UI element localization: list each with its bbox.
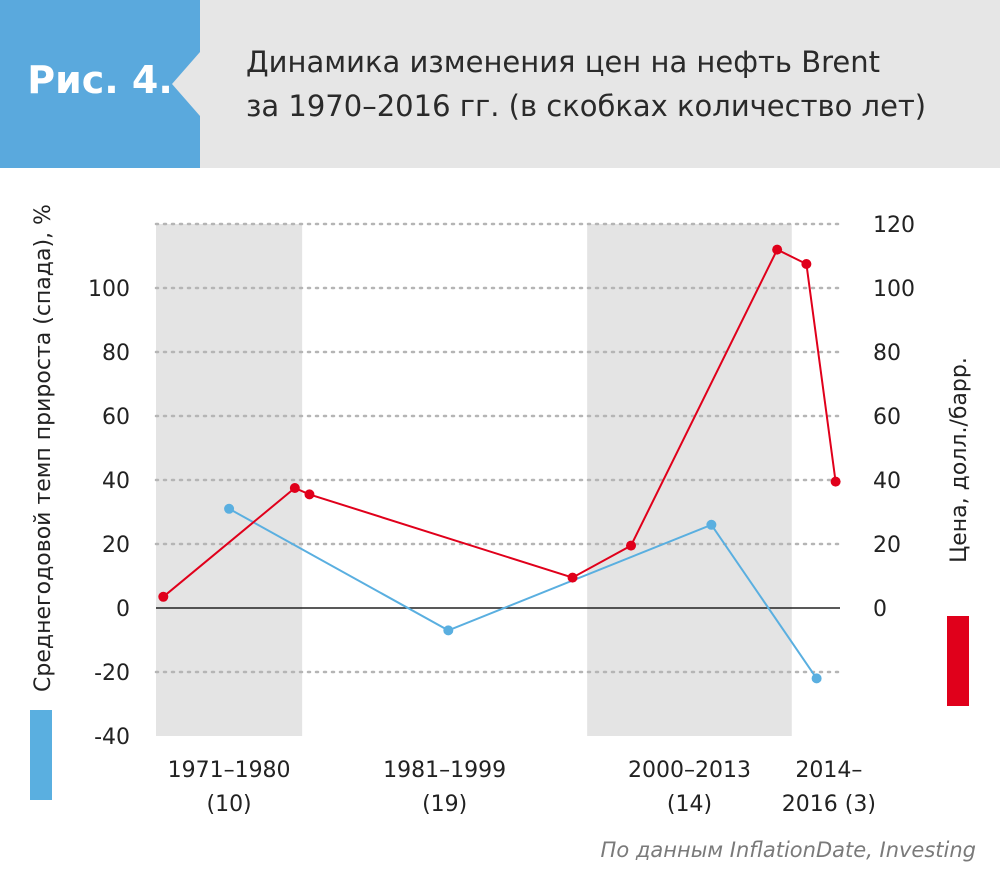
series-1-point-4: [626, 540, 636, 551]
right-axis-ticks: 0 20 40 60 80 100 120: [873, 213, 915, 622]
period-label-3-line-2: 2016 (3): [782, 792, 876, 817]
period-label-2-line-2: (14): [667, 792, 712, 817]
period-label-3-line-1: 2014–: [795, 758, 862, 783]
left-tick-label-0: -40: [94, 725, 130, 750]
period-label-1-line-2: (19): [422, 792, 467, 817]
right-tick-label-3: 60: [873, 405, 901, 430]
figure-title: Динамика изменения цен на нефть Brent за…: [246, 40, 966, 128]
badge-shape: [0, 0, 200, 168]
axis-titles: Среднегодовой темп прироста (спада), % Це…: [30, 204, 972, 800]
right-tick-label-0: 0: [873, 597, 887, 622]
left-tick-label-6: 80: [102, 341, 130, 366]
left-axis-title: Среднегодовой темп прироста (спада), %: [31, 204, 56, 692]
grid-lines: [154, 222, 842, 674]
figure-number: Рис. 4.: [27, 58, 173, 102]
left-tick-label-7: 100: [88, 277, 130, 302]
left-legend-swatch: [30, 710, 52, 800]
period-label-0-line-2: (10): [206, 792, 251, 817]
left-tick-label-3: 20: [102, 533, 130, 558]
series-1-point-3: [567, 572, 578, 583]
source-note: По данным InflationDate, Investing: [600, 838, 976, 862]
figure-badge: Рис. 4.: [0, 0, 200, 168]
series-lines: [158, 244, 841, 684]
series-0-point-0: [224, 503, 235, 514]
period-label-2-line-1: 2000–2013: [628, 758, 751, 783]
left-tick-label-5: 60: [102, 405, 130, 430]
series-1-point-1: [289, 483, 300, 493]
left-axis-ticks: -40 -20 0 20 40 60 80 100: [88, 277, 130, 750]
series-1-point-7: [830, 476, 841, 487]
series-1-point-0: [158, 591, 169, 602]
series-0-point-1: [443, 625, 454, 636]
series-0-line: [228, 507, 818, 679]
series-1-point-2: [304, 489, 315, 500]
right-tick-label-6: 120: [873, 213, 915, 238]
oil-price-chart: -40 -20 0 20 40 60 80 100 0 20 40 60 80 100 120 1971–…: [30, 204, 972, 817]
period-label-1-line-1: 1981–1999: [383, 758, 506, 783]
left-tick-label-4: 40: [102, 469, 130, 494]
figure-header: Рис. 4. Динамика изменения цен на нефть …: [0, 0, 1000, 168]
figure-title-line-2: за 1970–2016 гг. (в скобках количество л…: [246, 89, 927, 123]
right-tick-label-5: 100: [873, 277, 915, 302]
period-labels: 1971–1980 (10) 1981–1999 (19) 2000–2013 (14) 2…: [168, 758, 876, 817]
right-tick-label-2: 40: [873, 469, 901, 494]
right-legend-swatch: [947, 616, 969, 706]
series-0-point-3: [811, 673, 822, 684]
right-axis-title: Цена, долл./барр.: [947, 357, 972, 563]
period-label-0-line-1: 1971–1980: [168, 758, 291, 783]
series-1-point-5: [772, 244, 783, 255]
right-tick-label-4: 80: [873, 341, 901, 366]
right-tick-label-1: 20: [873, 533, 901, 558]
left-tick-label-1: -20: [94, 661, 130, 686]
series-1-point-6: [801, 259, 812, 269]
left-tick-label-2: 0: [116, 597, 130, 622]
period-band-2: [587, 224, 792, 736]
figure-title-line-1: Динамика изменения цен на нефть Brent: [246, 45, 881, 79]
series-0-point-2: [706, 519, 717, 530]
